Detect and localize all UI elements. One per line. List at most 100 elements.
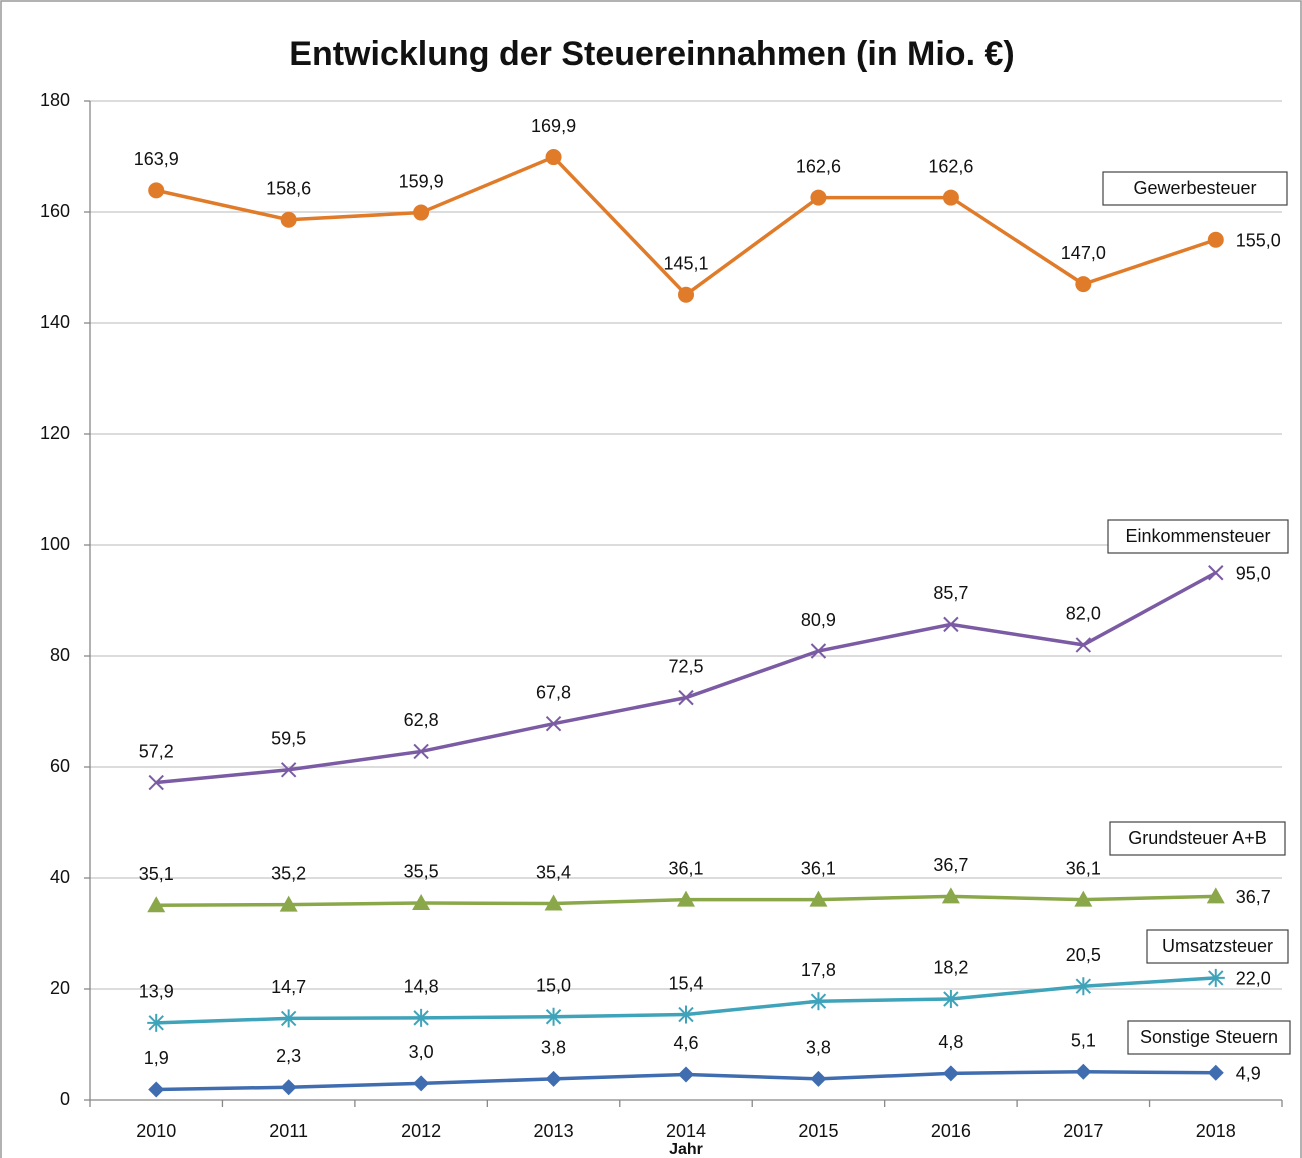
data-label: 15,4 [668, 973, 703, 993]
marker-shape [678, 286, 694, 303]
data-label: 159,9 [399, 171, 444, 191]
data-label: 169,9 [531, 116, 576, 136]
data-point [545, 716, 562, 732]
x-axis-label: Jahr [669, 1141, 703, 1158]
data-label: 59,5 [271, 729, 306, 749]
y-tick-label: 40 [50, 867, 70, 887]
data-point [1206, 968, 1225, 987]
marker-shape [412, 893, 431, 910]
marker-shape [1208, 565, 1224, 581]
data-label: 155,0 [1236, 231, 1281, 251]
x-tick-label: 2012 [401, 1121, 441, 1141]
data-point [1075, 1063, 1092, 1080]
marker-shape [1075, 637, 1092, 653]
y-tick-label: 20 [50, 978, 70, 998]
data-point [413, 1075, 430, 1092]
marker-shape [678, 1066, 694, 1083]
data-label: 5,1 [1071, 1030, 1096, 1050]
marker-shape [280, 1079, 297, 1096]
marker-shape [413, 1075, 430, 1092]
data-point [148, 1081, 165, 1098]
marker-shape [678, 689, 694, 706]
x-tick-label: 2011 [269, 1121, 308, 1141]
data-label: 85,7 [933, 583, 968, 603]
data-label: 80,9 [801, 610, 836, 630]
legend-box [1146, 929, 1289, 964]
marker-shape [677, 890, 695, 907]
x-tick-label: 2010 [136, 1121, 176, 1141]
data-label: 57,2 [139, 741, 174, 761]
marker-shape [279, 895, 298, 912]
data-point [412, 893, 431, 910]
marker-shape [942, 1065, 959, 1082]
data-point [148, 774, 164, 791]
data-point [279, 1009, 298, 1028]
data-point [678, 689, 694, 706]
marker-shape [413, 204, 430, 221]
marker-shape [810, 1070, 827, 1087]
data-point [147, 1013, 166, 1032]
series-line [155, 154, 1217, 298]
series-line [156, 571, 1217, 785]
legend-label: Sonstige Steuern [1140, 1027, 1278, 1047]
data-point [544, 1007, 563, 1026]
marker-shape [941, 887, 960, 904]
data-label: 35,2 [271, 863, 306, 883]
legend-label: Gewerbesteuer [1133, 178, 1256, 198]
data-point [148, 182, 165, 199]
data-label: 4,9 [1236, 1064, 1261, 1084]
marker-shape [1207, 231, 1224, 248]
data-label: 17,8 [801, 960, 836, 980]
data-label: 3,0 [409, 1042, 434, 1062]
legend-box [1109, 821, 1286, 856]
data-point [147, 896, 166, 913]
legend-label: Umsatzsteuer [1162, 936, 1273, 956]
data-label: 14,8 [404, 977, 439, 997]
data-point [280, 211, 297, 228]
data-point [810, 189, 827, 206]
data-label: 158,6 [266, 179, 311, 199]
data-label: 35,5 [404, 862, 439, 882]
marker-shape [942, 189, 959, 206]
data-point [810, 1070, 827, 1087]
data-label: 67,8 [536, 682, 571, 702]
data-point [942, 1065, 959, 1082]
data-point [1075, 637, 1092, 653]
data-label: 35,4 [536, 862, 571, 882]
legend-box [1107, 519, 1289, 554]
data-point [280, 1079, 297, 1096]
data-point [545, 149, 562, 166]
marker-shape [1075, 276, 1092, 293]
marker-shape [148, 1081, 165, 1098]
marker-shape [545, 149, 562, 166]
x-tick-label: 2014 [666, 1121, 706, 1141]
data-label: 3,8 [541, 1038, 566, 1058]
marker-shape [413, 743, 429, 760]
data-label: 36,1 [1066, 858, 1101, 878]
y-tick-label: 80 [50, 645, 70, 665]
data-label: 22,0 [1236, 969, 1271, 989]
x-tick-label: 2013 [534, 1121, 574, 1141]
chart-title: Entwicklung der Steuereinnahmen (in Mio.… [289, 35, 1014, 73]
data-point [1208, 565, 1224, 581]
data-label: 82,0 [1066, 604, 1101, 624]
data-label: 20,5 [1066, 945, 1101, 965]
data-point [677, 890, 695, 907]
data-label: 62,8 [404, 710, 439, 730]
data-point [678, 1066, 694, 1083]
marker-shape [1075, 1063, 1092, 1080]
data-label: 162,6 [796, 156, 841, 176]
legend-box [1102, 171, 1288, 206]
data-point [413, 204, 430, 221]
marker-shape [148, 774, 164, 791]
x-tick-label: 2018 [1196, 1121, 1236, 1141]
data-label: 14,7 [271, 977, 306, 997]
data-point [809, 890, 828, 907]
data-label: 162,6 [928, 156, 973, 176]
data-point [941, 887, 960, 904]
data-point [942, 189, 959, 206]
y-tick-label: 180 [40, 90, 70, 110]
marker-shape [810, 189, 827, 206]
